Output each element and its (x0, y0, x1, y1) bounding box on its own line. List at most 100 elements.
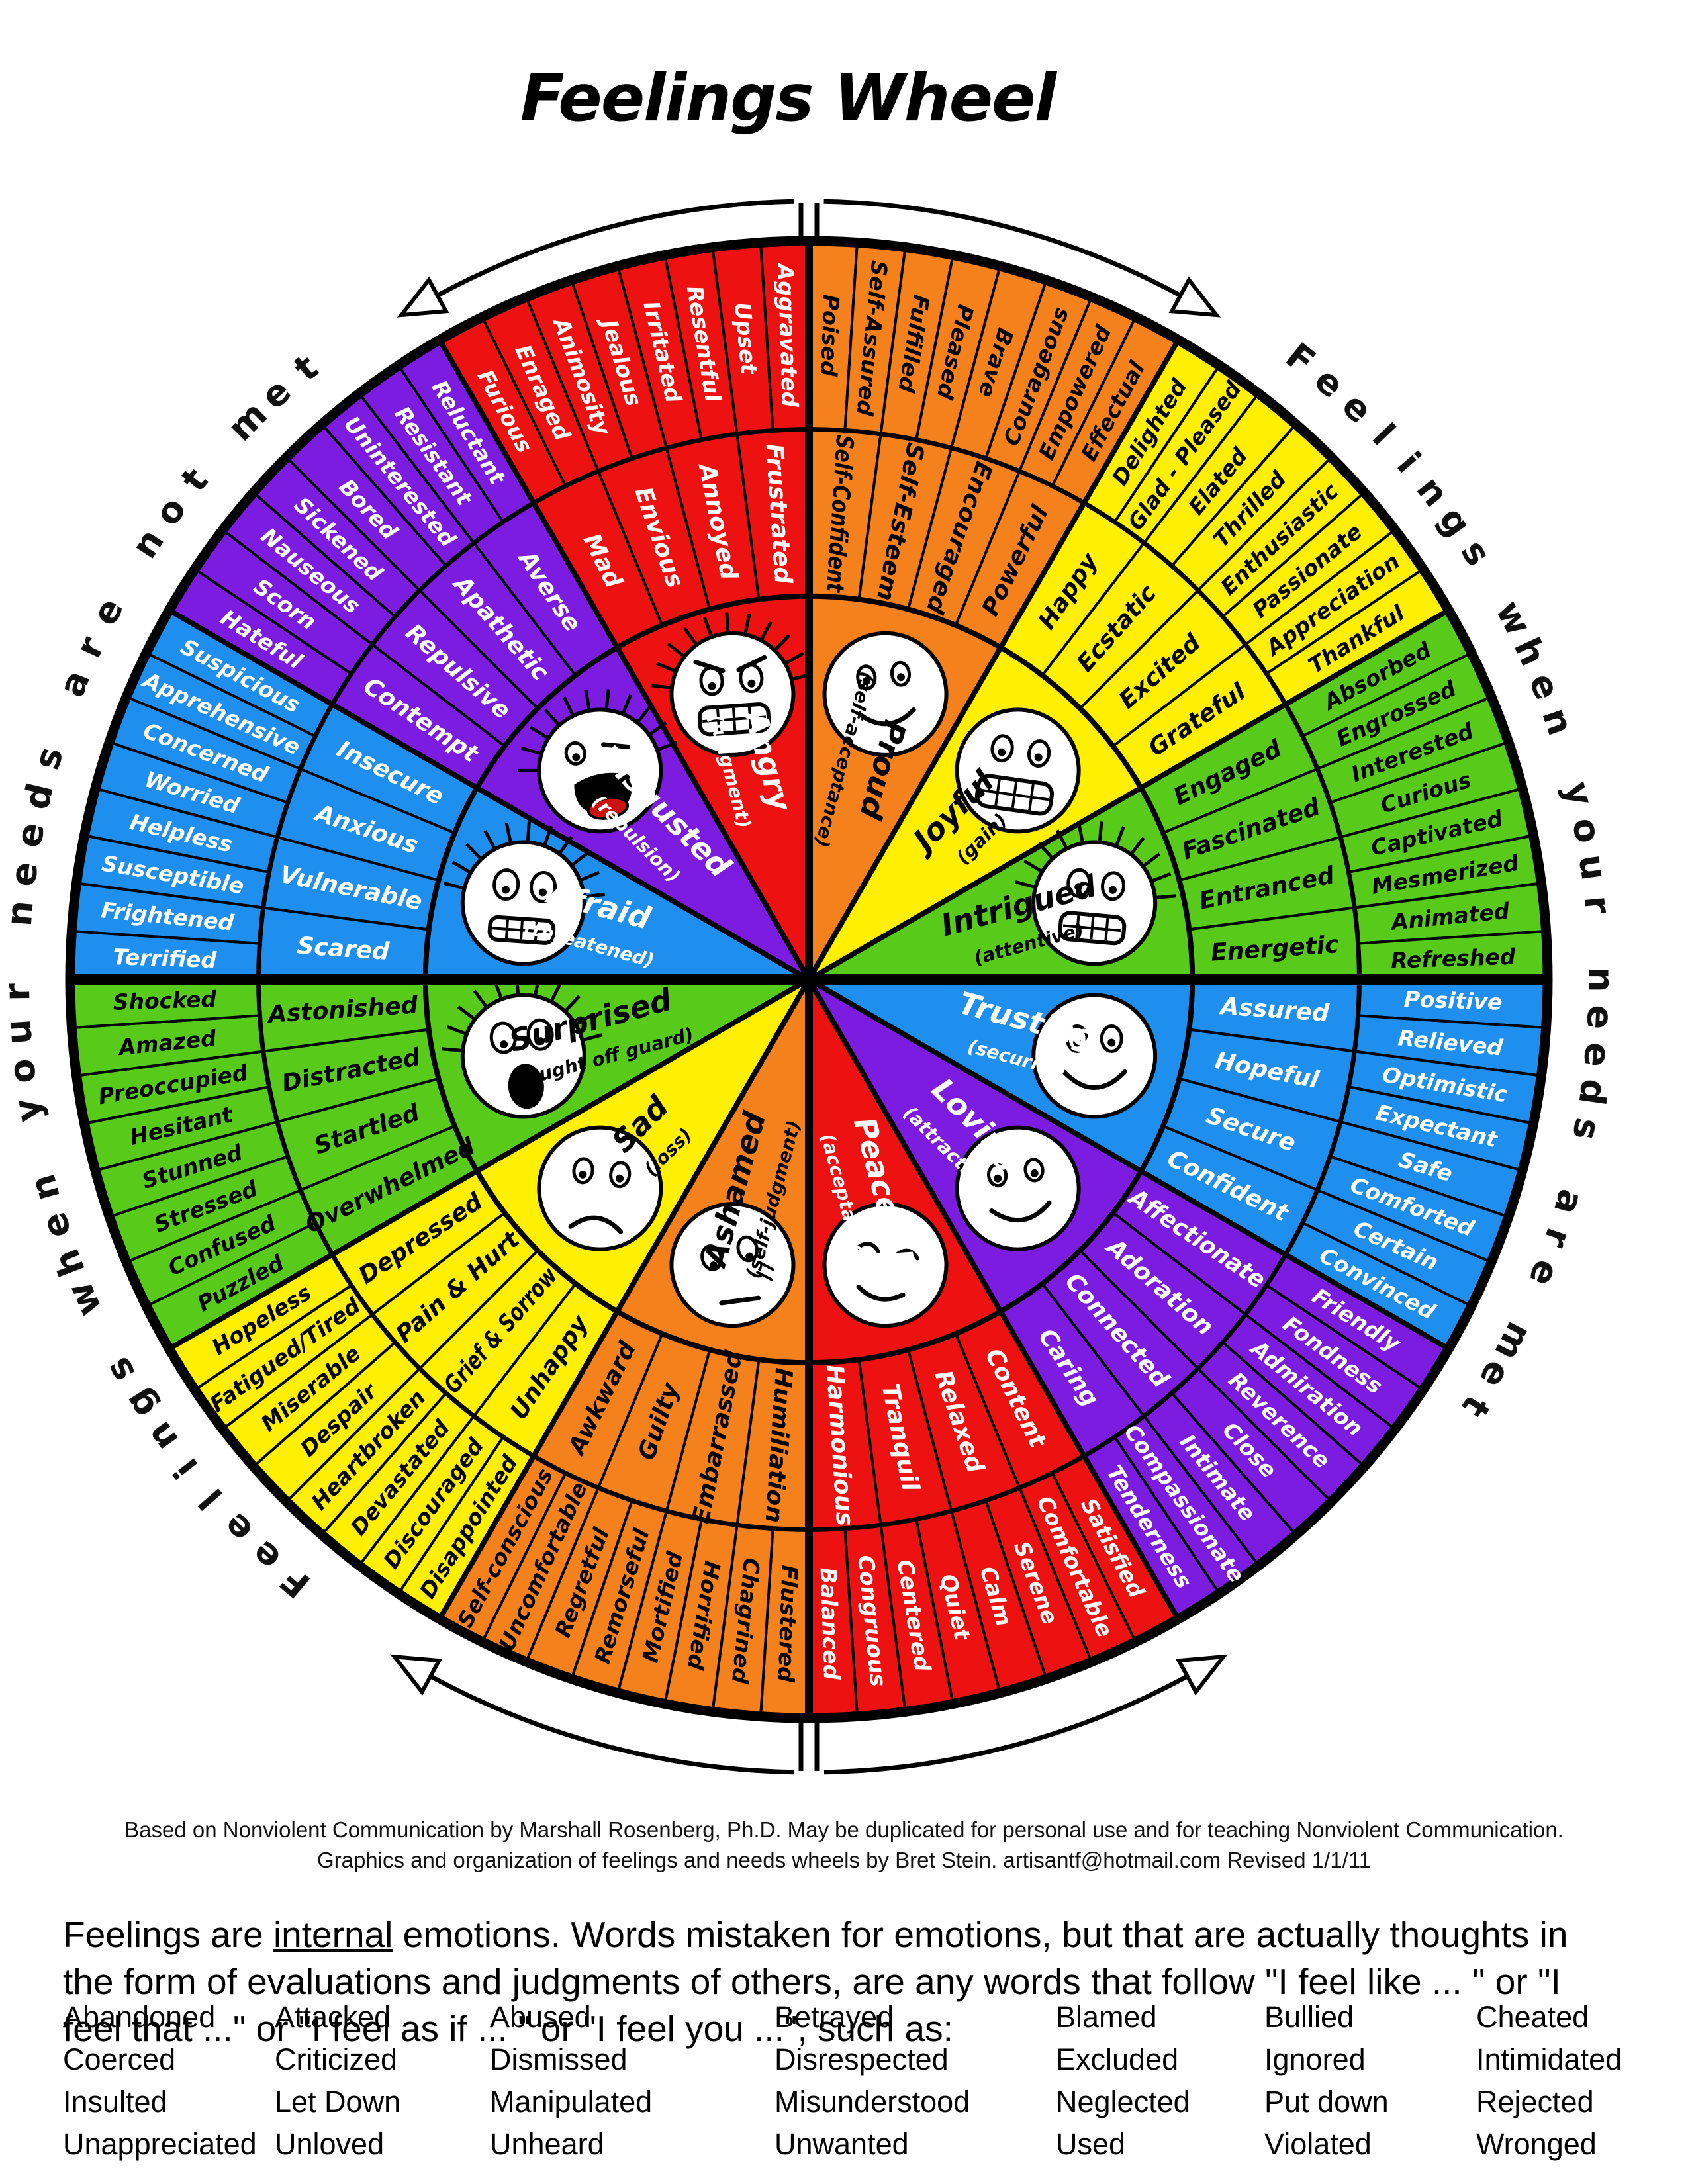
mistaken-word: Attacked (275, 2000, 391, 2034)
mistaken-word: Unloved (275, 2127, 385, 2161)
svg-text:a: a (1546, 1185, 1593, 1220)
svg-text:n: n (1409, 469, 1457, 514)
svg-text:w: w (59, 1276, 111, 1323)
svg-text:e: e (1579, 1004, 1622, 1030)
svg-text:h: h (45, 1244, 93, 1282)
svg-text:y: y (5, 1095, 50, 1125)
mistaken-word: Blamed (1056, 2000, 1157, 2034)
svg-text:r: r (68, 630, 113, 664)
svg-text:w: w (1487, 594, 1540, 642)
svg-text:o: o (1564, 814, 1610, 846)
label-afraid-out-0: Terrified (113, 944, 217, 973)
label-ashamed-out-0: Flustered (773, 1565, 803, 1683)
mistaken-word: Neglected (1056, 2085, 1190, 2118)
mistaken-word: Coerced (63, 2042, 176, 2076)
footer-paragraph: Feelings are internal emotions. Words mi… (63, 1911, 1605, 2052)
svg-text:y: y (1556, 778, 1602, 810)
svg-text:e: e (1, 859, 46, 889)
svg-text:l: l (1364, 416, 1403, 453)
direction-arrows (390, 199, 1228, 1775)
mistaken-word: Unheard (490, 2127, 604, 2161)
svg-text:n: n (0, 899, 42, 928)
label-trusting-out-0: Positive (1403, 986, 1503, 1015)
proud-face-icon (822, 631, 949, 757)
svg-text:r: r (1535, 1223, 1580, 1253)
mistaken-word: Wronged (1476, 2127, 1597, 2161)
svg-text:n: n (1580, 967, 1622, 992)
arrowhead-icon (1168, 276, 1221, 318)
mistaken-word: Betrayed (774, 2000, 894, 2034)
angry-face-icon (651, 612, 812, 757)
trusting-face-icon (1031, 993, 1158, 1119)
svg-text:s: s (1453, 533, 1499, 573)
mistaken-word: Excluded (1056, 2042, 1179, 2076)
mistaken-word: Cheated (1476, 2000, 1589, 2034)
svg-text:n: n (21, 1170, 68, 1206)
svg-text:l: l (191, 1480, 231, 1517)
footer-text-after: emotions. Words mistaken for emotions, b… (63, 1914, 1568, 2049)
svg-text:u: u (1571, 852, 1616, 883)
surprised-face-icon (442, 974, 603, 1119)
page-title: Feelings Wheel (520, 61, 1056, 136)
svg-text:e: e (7, 819, 53, 851)
mistaken-word: Violated (1264, 2127, 1372, 2161)
mistaken-word: Manipulated (490, 2085, 653, 2118)
svg-text:r: r (1576, 894, 1619, 916)
intrigued-face-icon (1015, 821, 1176, 966)
sector-afraid (68, 608, 814, 981)
svg-text:i: i (165, 1451, 206, 1486)
mistaken-word: Used (1056, 2127, 1126, 2161)
svg-text:e: e (243, 1532, 289, 1579)
svg-text:e: e (1521, 1254, 1568, 1292)
arrowhead-icon (1175, 1654, 1228, 1696)
sector-ashamed (438, 974, 810, 1720)
label-surprised-out-7: Shocked (113, 986, 217, 1015)
mistaken-word: Insulted (63, 2085, 167, 2118)
svg-text:h: h (1506, 631, 1554, 672)
svg-text:d: d (1570, 1076, 1615, 1107)
label-intrigued-out-7: Refreshed (1390, 944, 1516, 974)
arrowhead-icon (390, 1654, 443, 1696)
svg-text:e: e (1521, 667, 1568, 705)
mistaken-word: Dismissed (490, 2042, 628, 2076)
svg-text:t: t (1454, 1388, 1498, 1425)
svg-text:e: e (32, 1207, 79, 1243)
svg-text:F: F (1278, 335, 1323, 383)
svg-text:n: n (1534, 703, 1581, 741)
sad-face-icon (537, 1125, 663, 1251)
svg-text:u: u (0, 1018, 40, 1046)
mistaken-word: Ignored (1264, 2042, 1366, 2076)
attribution: Based on Nonviolent Communication by Mar… (0, 1815, 1688, 1875)
svg-text:s: s (1564, 1115, 1609, 1143)
mistaken-word: Let Down (275, 2085, 401, 2118)
arrowhead-icon (397, 276, 449, 318)
svg-text:g: g (116, 1382, 165, 1426)
footer-text-underlined: internal (273, 1914, 393, 1955)
svg-text:e: e (1575, 1040, 1619, 1068)
svg-text:d: d (15, 779, 62, 813)
label-afraid-mid-0: Scared (296, 933, 391, 966)
mistaken-word: Abused (490, 2000, 591, 2034)
ashamed-face-icon (669, 1202, 796, 1328)
svg-text:g: g (1430, 499, 1479, 544)
wheel-faces (442, 612, 1176, 1328)
svg-text:e: e (83, 591, 132, 632)
mistaken-word: Disrespected (774, 2042, 949, 2076)
mistaken-word: Rejected (1476, 2085, 1594, 2118)
disgusted-face-icon (518, 689, 678, 834)
label-proud-out-0: Poised (816, 294, 844, 377)
svg-text:o: o (0, 1057, 44, 1086)
svg-text:r: r (0, 983, 38, 1001)
svg-text:e: e (214, 1505, 261, 1551)
sector-angry (438, 239, 810, 985)
svg-text:s: s (97, 1350, 144, 1389)
loving-face-icon (955, 1125, 1081, 1251)
mistaken-word: Misunderstood (774, 2085, 970, 2118)
joyful-face-icon (955, 707, 1081, 834)
wheel-borders (65, 236, 1553, 1723)
mistaken-word: Unwanted (774, 2127, 909, 2161)
mistaken-words-grid: Abandoned Attacked Abused Betrayed Blame… (63, 2000, 1625, 2169)
attribution-line-1: Based on Nonviolent Communication by Mar… (124, 1817, 1564, 1842)
svg-text:n: n (123, 522, 172, 566)
